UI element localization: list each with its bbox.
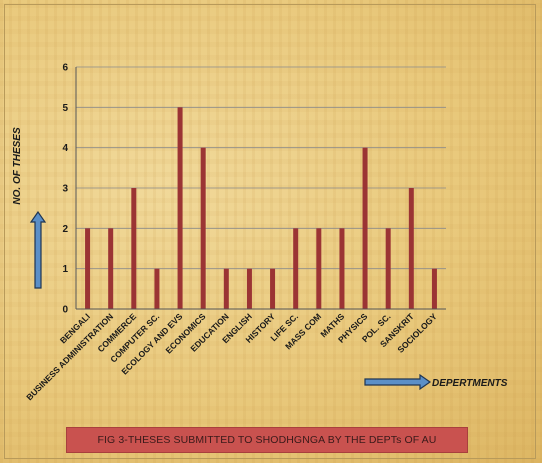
y-tick-labels: 0 1 2 3 4 5 6 — [62, 63, 68, 316]
bar-maths — [339, 228, 345, 309]
bar-education — [223, 268, 229, 309]
bar-sociology — [431, 268, 437, 309]
bar-mass-com — [316, 228, 322, 309]
bar-english — [246, 268, 252, 309]
bar-pol-sc — [385, 228, 391, 309]
y-axis-title: NO. OF THESES — [12, 127, 23, 205]
bar-commerce — [131, 188, 137, 309]
bar-physics — [362, 147, 368, 309]
right-arrow-icon — [364, 373, 432, 391]
bar-life-sc — [293, 228, 299, 309]
bar-ecology-and-evs — [177, 107, 183, 309]
bar-bengali — [85, 228, 91, 309]
bar-computer-sc — [154, 268, 160, 309]
y-tick-label: 4 — [62, 143, 68, 154]
y-tick-label: 6 — [62, 63, 68, 74]
up-arrow-icon — [29, 210, 47, 289]
chart-frame — [4, 4, 536, 459]
y-tick-label: 1 — [62, 264, 68, 275]
figure-caption-box: FIG 3-THESES SUBMITTED TO SHODHGNGA BY T… — [66, 427, 468, 453]
y-tick-label: 5 — [62, 103, 68, 114]
y-tick-label: 3 — [62, 184, 68, 195]
x-axis-title: DEPERTMENTS — [432, 378, 508, 389]
bar-business-administration — [108, 228, 114, 309]
bar-sanskrit — [408, 188, 414, 309]
bar-history — [270, 268, 276, 309]
bars — [85, 107, 437, 309]
x-tick-label: BUSINESS ADMINISTRATION — [24, 311, 115, 402]
bar-economics — [200, 147, 206, 309]
gridlines — [76, 66, 446, 270]
y-tick-label: 0 — [62, 305, 68, 316]
y-tick-label: 2 — [62, 224, 68, 235]
figure-caption: FIG 3-THESES SUBMITTED TO SHODHGNGA BY T… — [97, 434, 437, 446]
